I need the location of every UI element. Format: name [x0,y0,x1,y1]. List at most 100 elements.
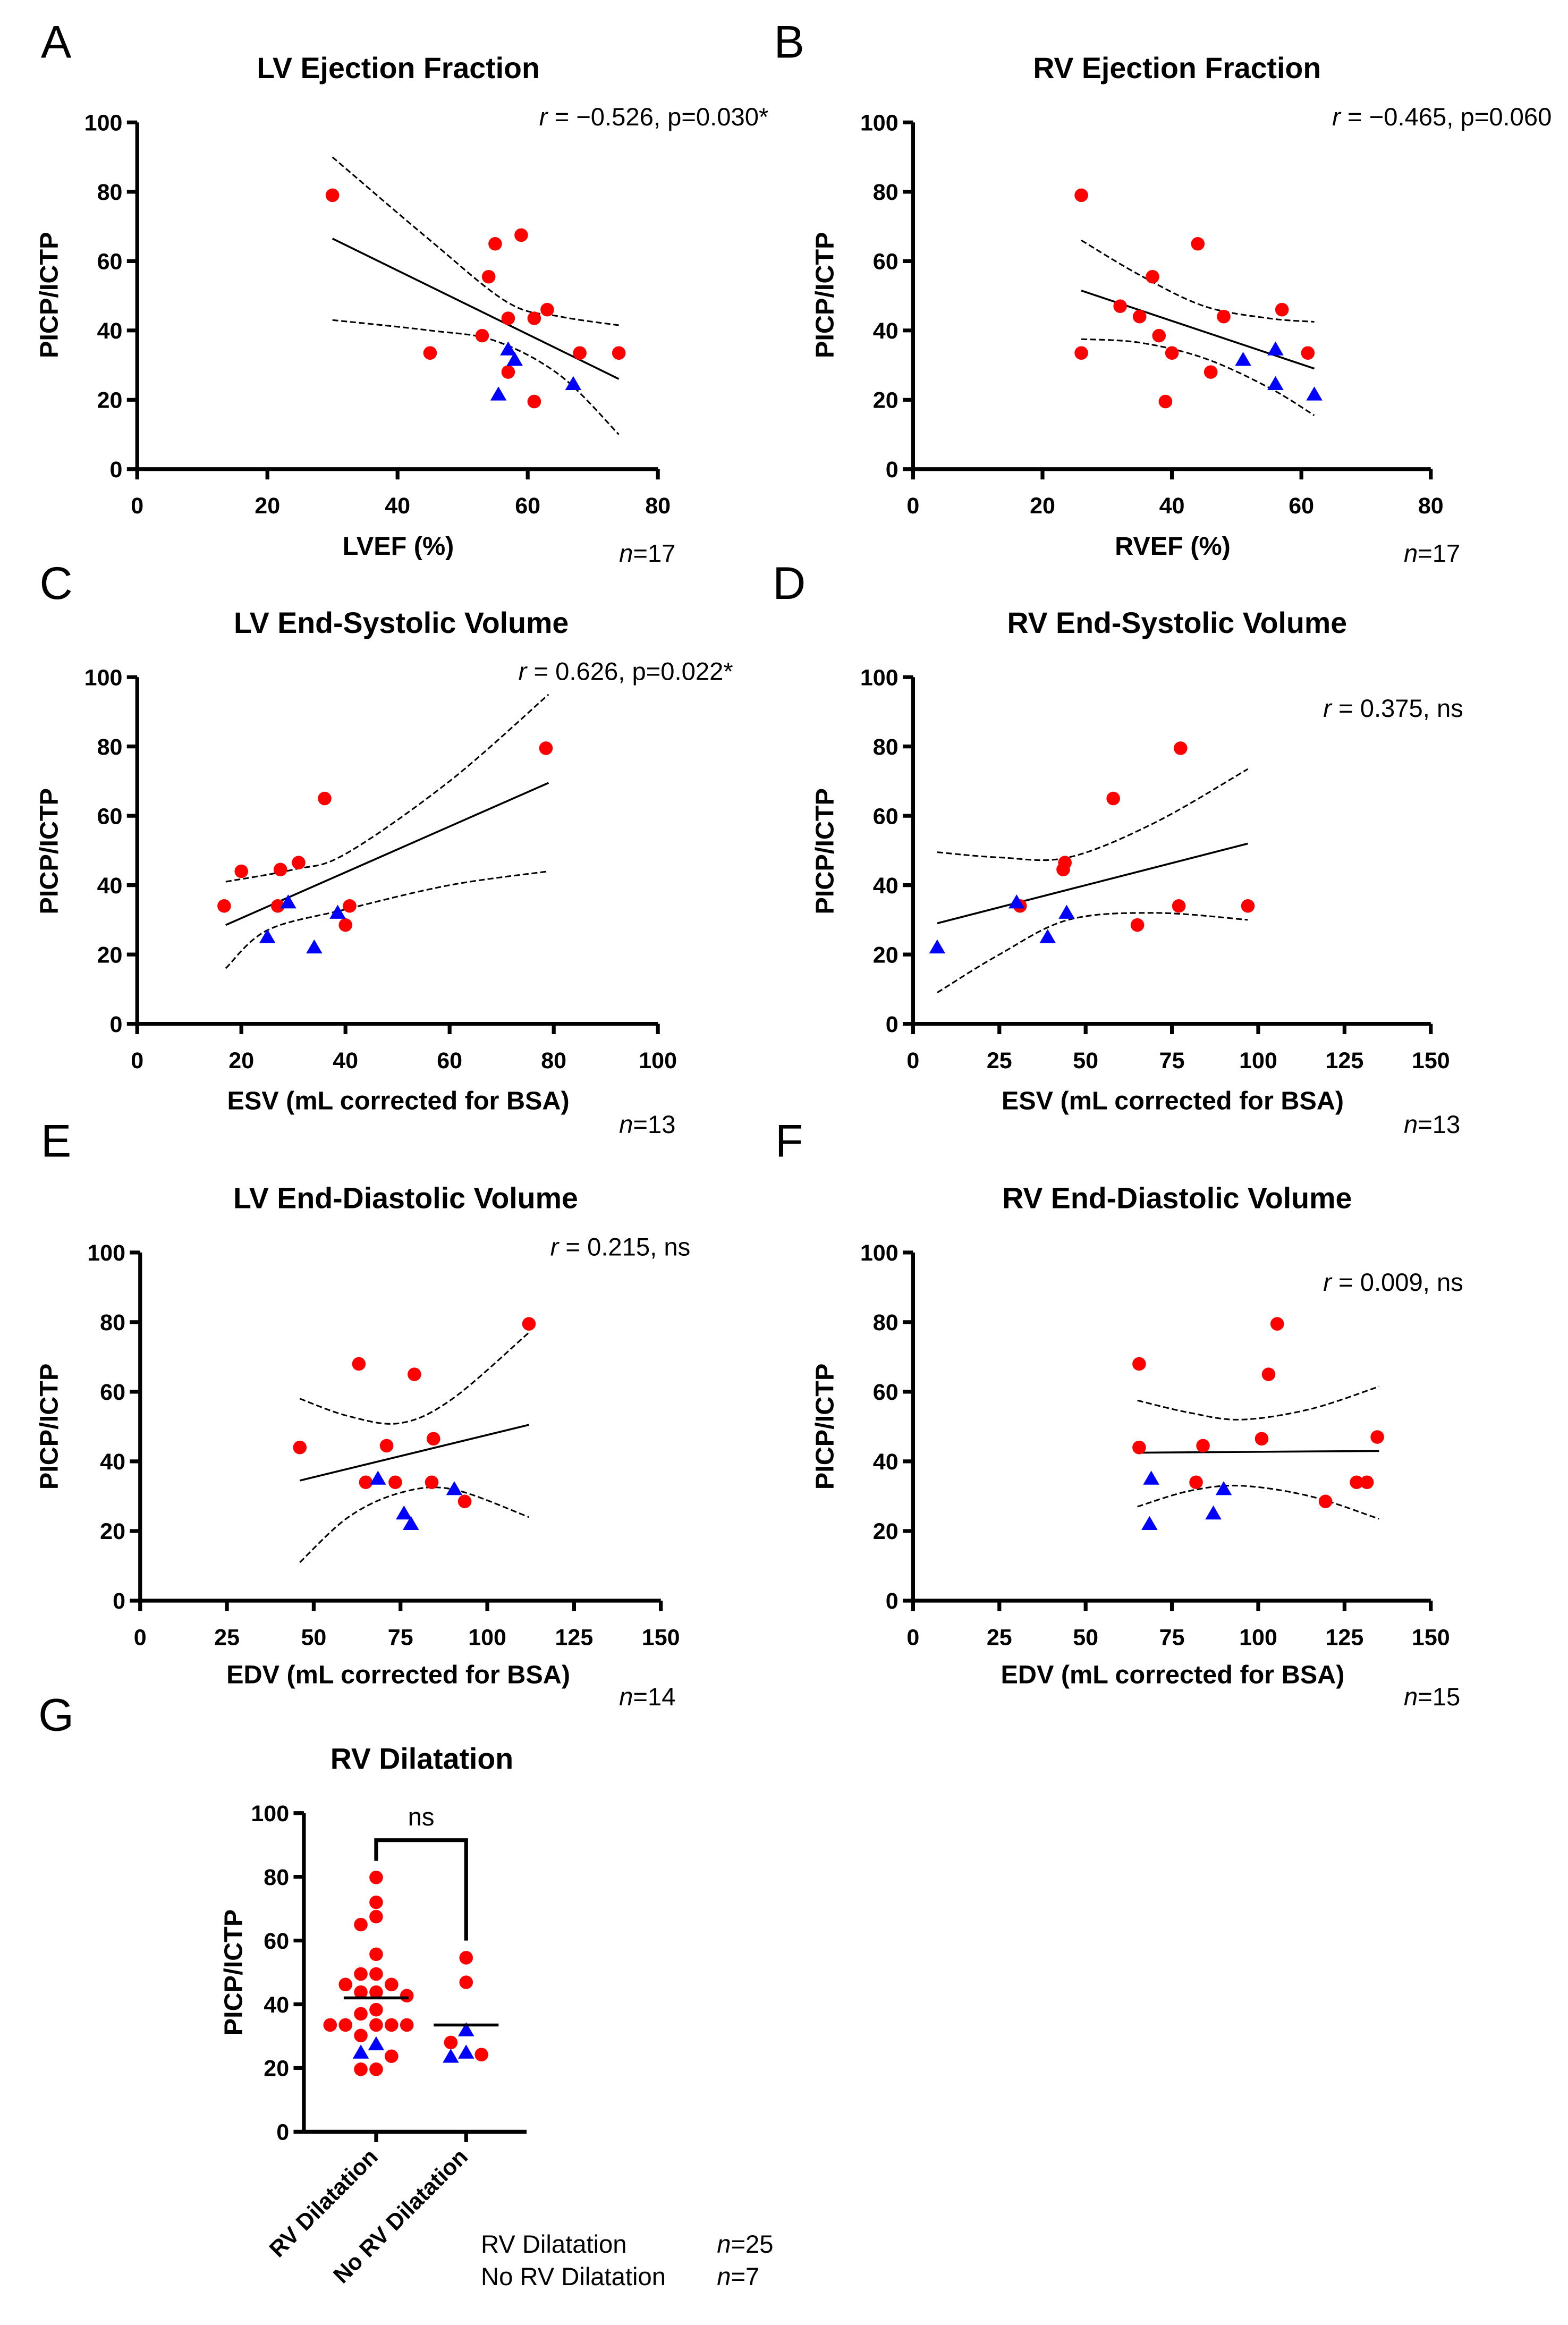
data-point-dilatation [369,1985,383,1999]
data-point-no_dilatation [259,929,276,943]
sample-size-value: =15 [1418,1683,1460,1711]
data-point-no_dilatation [500,341,516,356]
ci-lower-band [1081,338,1315,416]
ci-lower-band [225,870,549,969]
x-axis-label: RVEF (%) [1115,532,1231,561]
data-point-dilatation [459,1975,473,1989]
correlation-stat-value: = 0.375, ns [1332,695,1463,723]
data-point-dilatation [1360,1475,1374,1489]
data-point-dilatation [234,864,248,878]
regression-line [332,238,620,380]
sample-size: n=13 [619,1111,675,1139]
ci-upper-band [937,768,1249,861]
y-tick-label: 80 [264,1865,289,1890]
y-tick-label: 20 [97,942,123,968]
data-point-no_dilatation [1143,1470,1159,1485]
y-tick-label: 0 [276,2120,289,2145]
y-tick-label: 40 [873,873,899,899]
y-tick-label: 60 [97,804,123,829]
y-tick-label: 20 [873,1519,899,1544]
ci-upper-band [1081,239,1315,323]
legend-sample-size: n=7 [717,2263,759,2291]
data-point-dilatation [318,791,332,806]
data-point-dilatation [444,2035,458,2050]
data-point-dilatation [522,1317,536,1331]
y-axis-label: PICP/ICTP [219,1909,248,2036]
x-tick-label: 0 [906,1625,919,1650]
data-point-dilatation [293,1440,307,1455]
sample-size: n=17 [619,540,675,568]
data-point-dilatation [354,1985,368,1999]
data-point-dilatation [385,1977,399,1992]
x-tick-label: 100 [1239,1625,1277,1650]
data-point-no_dilatation [1306,386,1323,401]
sample-size: n=13 [1404,1111,1460,1139]
panel-F: F RV End-Diastolic Volume PICP/ICTP 0 20 40 60… [775,1115,1463,1711]
regression-line [299,1424,529,1482]
data-point-dilatation [354,2007,368,2021]
y-tick-label: 40 [100,1449,125,1475]
data-point-dilatation [354,2062,368,2076]
data-point-dilatation [1074,346,1088,360]
correlation-stat-value: = −0.526, p=0.030* [547,103,768,131]
x-tick-label: 150 [1412,1625,1450,1650]
y-tick-label: 40 [97,318,123,344]
correlation-stat: r = 0.375, ns [1323,695,1463,723]
data-point-dilatation [1275,302,1289,317]
data-point-dilatation [1196,1439,1210,1453]
x-tick-label: 25 [214,1625,240,1650]
data-point-dilatation [379,1439,394,1453]
legend-sample-size-var: n [717,2230,731,2259]
correlation-stat: r = 0.009, ns [1323,1269,1463,1297]
data-point-dilatation [501,365,515,379]
y-tick-label: 0 [886,1588,899,1614]
data-point-no_dilatation [490,386,507,401]
y-tick-label: 20 [873,942,899,968]
data-point-dilatation [527,311,541,325]
data-point-dilatation [408,1367,421,1381]
data-point-dilatation [1255,1432,1269,1446]
data-point-no_dilatation [352,2044,369,2059]
data-point-dilatation [369,2018,383,2032]
data-point-dilatation [1132,1357,1146,1371]
data-point-dilatation [385,2049,399,2064]
x-axis-label: ESV (mL corrected for BSA) [1002,1087,1344,1115]
panel-letter: B [774,16,804,67]
data-point-no_dilatation [929,939,946,954]
y-tick-label: 100 [87,1240,125,1266]
correlation-stat-var: r [1332,103,1342,131]
legend-sample-size-var: n [717,2263,731,2291]
significance-bracket [374,1838,468,1941]
data-point-dilatation [1165,346,1179,360]
y-tick-label: 80 [97,734,123,760]
y-tick-label: 40 [264,1992,289,2018]
panel-letter: F [775,1115,803,1166]
data-point-dilatation [1158,394,1173,409]
data-point-dilatation [1241,899,1255,913]
data-point-no_dilatation [329,904,346,919]
y-tick-label: 40 [97,873,123,899]
x-tick-label: 150 [642,1625,680,1650]
x-tick-label: 80 [1418,493,1444,519]
panel-D: D RV End-Systolic Volume PICP/ICTP 0 20 40 60 8… [773,558,1463,1139]
x-tick-label: 80 [645,493,671,519]
panel-A: A LV Ejection Fraction PICP/ICTP 0 20 40 60 80 1… [35,16,768,568]
data-point-no_dilatation [458,2022,474,2036]
correlation-stat-var: r [1323,1269,1333,1297]
y-tick-label: 80 [97,180,123,205]
sample-size-var: n [619,1683,633,1711]
data-point-no_dilatation [1215,1481,1232,1495]
chart-title: LV End-Systolic Volume [234,606,569,639]
data-point-no_dilatation [1039,929,1056,943]
y-tick-label: 60 [264,1929,289,1954]
y-axis-label: PICP/ICTP [35,788,63,915]
correlation-stat: r = −0.465, p=0.060 [1332,103,1552,131]
panel-letter: A [41,16,72,67]
y-tick-label: 40 [873,1449,899,1475]
y-tick-label: 100 [860,111,899,136]
data-point-no_dilatation [370,1470,386,1485]
data-point-dilatation [292,856,306,869]
legend-label: RV Dilatation [481,2230,627,2259]
data-point-no_dilatation [403,1516,419,1530]
